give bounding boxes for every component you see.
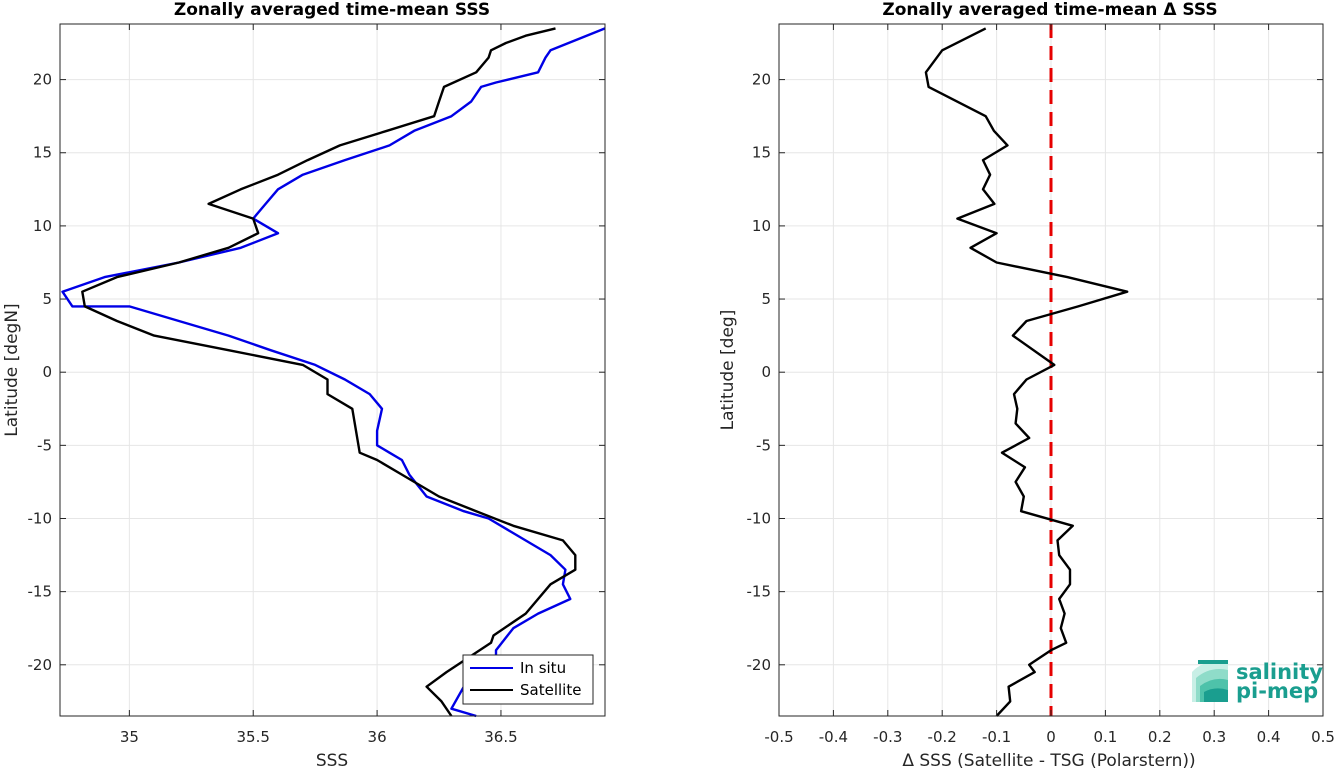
right-x-tick-label: 0.5	[1311, 728, 1335, 746]
left-x-axis-label: SSS	[316, 751, 348, 769]
legend-label-satellite: Satellite	[520, 681, 581, 699]
right-ticks: -0.5 -0.4 -0.3 -0.2 -0.1 0 0.1 0.2 0.3 0.4 0.5 -20 -…	[747, 24, 1335, 746]
left-y-tick-label: 5	[42, 290, 52, 308]
series-line-in-situ	[61, 27, 606, 718]
right-y-tick-label: 15	[752, 144, 771, 162]
right-x-tick-label: 0.3	[1202, 728, 1226, 746]
left-axes-frame	[59, 23, 606, 717]
left-ticks: 35 35.5 36 36.5 -20 -15 -10 -5 0 5 10 15 20	[28, 24, 605, 746]
right-series	[924, 27, 1129, 717]
series-line-delta-sss	[924, 27, 1129, 717]
left-y-tick-label: -15	[28, 583, 53, 601]
right-y-tick-label: -15	[747, 583, 772, 601]
legend: In situ Satellite	[462, 654, 594, 705]
right-x-tick-label: 0.1	[1093, 728, 1117, 746]
sss-profile-panel: 35 35.5 36 36.5 -20 -15 -10 -5 0 5 10 15 20 Zonally …	[2, 0, 606, 769]
left-y-axis-label: Latitude [degN]	[2, 303, 22, 436]
left-y-tick-label: 0	[42, 363, 52, 381]
left-x-tick-label: 36.5	[484, 728, 517, 746]
salinity-pi-mep-logo: salinity pi-mep	[1192, 660, 1323, 703]
left-y-tick-label: -20	[28, 656, 53, 674]
right-x-axis-label: Δ SSS (Satellite - TSG (Polarstern))	[902, 751, 1195, 769]
legend-label-in-situ: In situ	[520, 659, 566, 677]
left-chart-title: Zonally averaged time-mean SSS	[174, 0, 490, 20]
right-x-tick-label: 0	[1046, 728, 1056, 746]
series-line-satellite	[81, 27, 577, 717]
delta-sss-panel: -0.5 -0.4 -0.3 -0.2 -0.1 0 0.1 0.2 0.3 0.4 0.5 -20 -…	[718, 0, 1335, 769]
right-x-tick-label: -0.5	[764, 728, 793, 746]
logo-waves-icon	[1192, 660, 1228, 702]
left-series	[61, 27, 606, 718]
logo-text-line2: pi-mep	[1236, 679, 1318, 703]
right-y-tick-label: 10	[752, 217, 771, 235]
right-chart-title: Zonally averaged time-mean Δ SSS	[882, 0, 1217, 20]
right-x-tick-label: -0.3	[873, 728, 902, 746]
legend-box	[462, 654, 594, 705]
left-x-tick-label: 36	[368, 728, 387, 746]
right-y-tick-label: -10	[747, 509, 772, 527]
right-y-tick-label: 0	[761, 363, 771, 381]
right-y-tick-label: 5	[761, 290, 771, 308]
left-grid	[60, 24, 605, 716]
logo-text-line1: salinity	[1236, 660, 1323, 684]
left-y-tick-label: 15	[33, 144, 52, 162]
right-y-tick-label: 20	[752, 71, 771, 89]
right-x-tick-label: -0.4	[819, 728, 848, 746]
left-x-tick-label: 35	[120, 728, 139, 746]
right-x-tick-label: 0.4	[1257, 728, 1281, 746]
right-y-axis-label: Latitude [deg]	[718, 310, 738, 431]
right-x-tick-label: 0.2	[1148, 728, 1172, 746]
right-x-tick-label: -0.1	[982, 728, 1011, 746]
right-x-tick-label: -0.2	[928, 728, 957, 746]
left-y-tick-label: 10	[33, 217, 52, 235]
left-y-tick-label: -5	[37, 436, 52, 454]
left-y-tick-label: -10	[28, 509, 53, 527]
left-y-tick-label: 20	[33, 71, 52, 89]
left-x-tick-label: 35.5	[237, 728, 270, 746]
right-y-tick-label: -20	[747, 656, 772, 674]
left-plot-area	[60, 24, 605, 716]
right-y-tick-label: -5	[756, 436, 771, 454]
